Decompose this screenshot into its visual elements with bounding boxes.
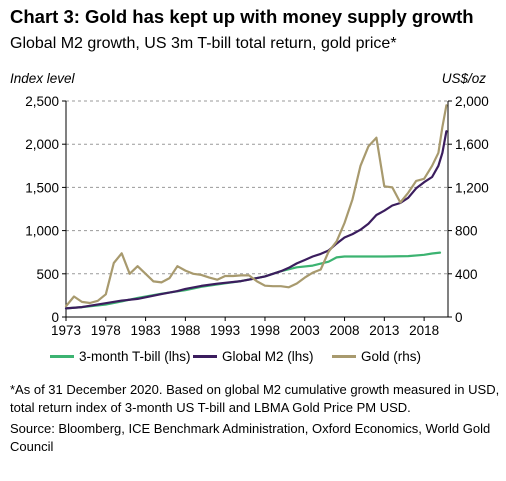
legend-swatch	[193, 355, 217, 358]
right-tick-label: 800	[455, 224, 478, 239]
x-tick-label: 1993	[210, 323, 240, 338]
legend-swatch	[332, 355, 356, 358]
right-axis-unit-label: US$/oz	[441, 71, 486, 86]
legend-item: Gold (rhs)	[332, 349, 421, 364]
x-tick-label: 1973	[51, 323, 81, 338]
right-tick-label: 1,200	[455, 180, 489, 195]
right-tick-label: 2,000	[455, 94, 489, 109]
left-tick-label: 2,000	[25, 137, 59, 152]
legend-item: 3-month T-bill (lhs)	[50, 349, 191, 364]
chart-title: Chart 3: Gold has kept up with money sup…	[10, 6, 474, 27]
x-tick-label: 1983	[131, 323, 161, 338]
right-tick-label: 400	[455, 267, 478, 282]
left-tick-label: 1,000	[25, 224, 59, 239]
left-tick-label: 0	[51, 310, 59, 325]
left-tick-label: 1,500	[25, 180, 59, 195]
chart-source: Source: Bloomberg, ICE Benchmark Adminis…	[10, 421, 491, 454]
legend-swatch	[50, 355, 74, 358]
x-tick-label: 2008	[330, 323, 360, 338]
series-line-2	[64, 104, 448, 308]
series-line-1	[64, 130, 448, 310]
x-tick-label: 1978	[91, 323, 121, 338]
right-tick-label: 0	[455, 310, 463, 325]
x-tick-label: 2018	[409, 323, 439, 338]
left-axis-unit-label: Index level	[10, 71, 75, 86]
legend-label: Global M2 (lhs)	[222, 349, 314, 364]
legend-item: Global M2 (lhs)	[193, 349, 314, 364]
right-tick-label: 1,600	[455, 137, 489, 152]
chart-legend: 3-month T-bill (lhs) Global M2 (lhs) Gold …	[0, 349, 506, 369]
x-tick-label: 1998	[250, 323, 280, 338]
chart-footnote: *As of 31 December 2020. Based on global…	[10, 382, 500, 415]
chart-subtitle: Global M2 growth, US 3m T-bill total ret…	[10, 35, 397, 52]
left-tick-label: 500	[36, 267, 59, 282]
left-tick-label: 2,500	[25, 94, 59, 109]
x-tick-label: 2003	[290, 323, 320, 338]
legend-label: Gold (rhs)	[361, 349, 422, 364]
legend-label: 3-month T-bill (lhs)	[79, 349, 191, 364]
x-tick-label: 2013	[369, 323, 399, 338]
x-tick-label: 1988	[170, 323, 200, 338]
